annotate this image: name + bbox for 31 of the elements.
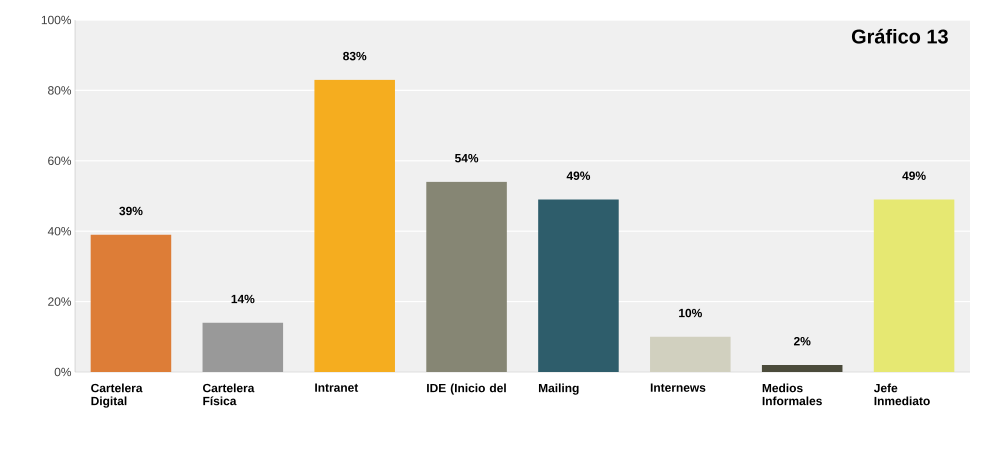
bar (762, 364, 842, 372)
y-tick-label: 80% (48, 86, 72, 95)
y-tick-label: 60% (48, 156, 72, 166)
x-tick-label: Cartelera Digital (91, 384, 143, 408)
bar (874, 200, 954, 372)
data-label: 54% (454, 154, 478, 162)
x-tick-label: Cartelera Física (203, 384, 254, 406)
x-tick-label: Internews (650, 384, 706, 392)
x-tick-label: Intranet (315, 384, 358, 392)
y-tick-label: 20% (48, 297, 72, 306)
bar (90, 234, 172, 372)
data-label: 39% (119, 206, 143, 216)
data-label: 83% (343, 52, 366, 60)
x-tick-label: Jefe Inmediato (874, 384, 930, 406)
bar (202, 322, 284, 372)
x-tick-label: Medios Informales (762, 384, 822, 406)
bar (538, 200, 619, 372)
y-tick-label: 0% (54, 368, 72, 376)
bar (426, 182, 507, 372)
bar (314, 80, 395, 372)
data-label: 49% (902, 172, 926, 180)
data-label: 14% (232, 294, 254, 304)
data-label: 49% (566, 172, 590, 180)
y-tick-label: 100% (42, 16, 72, 24)
data-label: 2% (794, 336, 811, 346)
y-tick-label: 40% (48, 226, 72, 236)
bar (650, 336, 731, 372)
data-label: 10% (679, 308, 702, 318)
x-tick-label: IDE (Inicio del (427, 384, 506, 395)
chart-title: Gráfico 13 (852, 28, 948, 44)
x-tick-label: Mailing (538, 384, 579, 395)
